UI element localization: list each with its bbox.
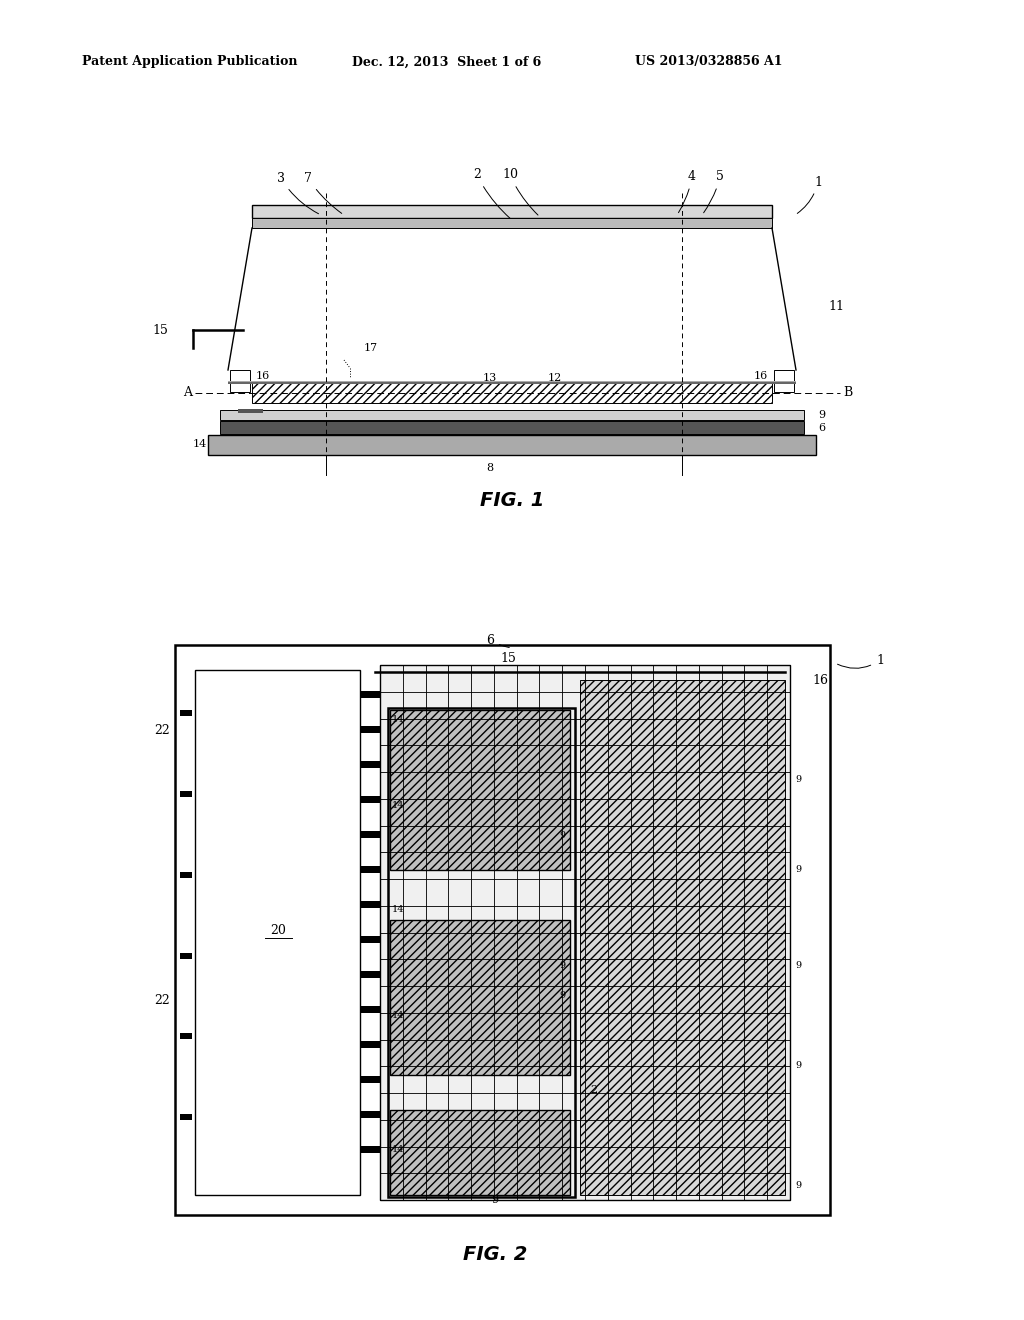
Bar (360, 1146, 790, 1152)
Text: 14: 14 (392, 1011, 404, 1019)
Text: B: B (843, 387, 852, 400)
Text: 17: 17 (364, 343, 378, 352)
Text: 14: 14 (392, 906, 404, 915)
Text: 14: 14 (193, 440, 207, 449)
Text: 22: 22 (155, 994, 170, 1006)
Text: 15: 15 (153, 323, 168, 337)
Bar (175, 645, 830, 1214)
Text: 22: 22 (155, 723, 170, 737)
Bar (180, 1034, 193, 1039)
Bar (360, 1111, 790, 1118)
Text: 9: 9 (795, 866, 801, 874)
Bar (390, 710, 570, 870)
Text: 8: 8 (486, 463, 494, 473)
Bar (195, 671, 360, 1195)
Text: 2: 2 (590, 1085, 597, 1096)
Bar (208, 436, 816, 455)
Text: 4: 4 (679, 170, 696, 213)
Text: 6: 6 (486, 634, 509, 648)
Bar (180, 791, 193, 797)
Bar (390, 920, 570, 1074)
Text: 9: 9 (559, 830, 565, 840)
Bar (360, 902, 790, 908)
Text: 9: 9 (559, 961, 565, 969)
Text: 12: 12 (548, 374, 562, 383)
Text: 5: 5 (703, 170, 724, 213)
Bar (220, 421, 804, 434)
Text: 10: 10 (502, 169, 538, 215)
Bar (180, 1114, 193, 1121)
Text: FIG. 2: FIG. 2 (463, 1246, 527, 1265)
Text: 16: 16 (812, 673, 828, 686)
Text: 2: 2 (473, 169, 510, 218)
Text: US 2013/0328856 A1: US 2013/0328856 A1 (635, 55, 782, 69)
Text: 11: 11 (828, 301, 844, 314)
Bar (180, 873, 193, 878)
Text: FIG. 1: FIG. 1 (480, 491, 544, 510)
Text: 14: 14 (392, 1146, 404, 1155)
Text: 9: 9 (795, 961, 801, 969)
Bar (774, 370, 794, 392)
Text: 1: 1 (798, 176, 822, 214)
Bar (220, 411, 804, 420)
Bar (230, 370, 250, 392)
Bar (360, 832, 790, 838)
Bar (180, 953, 193, 958)
Bar (360, 1041, 790, 1048)
Text: 9: 9 (795, 1060, 801, 1069)
Text: A: A (183, 387, 193, 400)
Text: 9: 9 (795, 776, 801, 784)
Bar (360, 972, 790, 978)
Bar (390, 1110, 570, 1195)
Text: 1: 1 (838, 653, 884, 668)
Bar (252, 218, 772, 228)
Bar (360, 726, 790, 733)
Bar (360, 796, 790, 803)
Text: Dec. 12, 2013  Sheet 1 of 6: Dec. 12, 2013 Sheet 1 of 6 (352, 55, 542, 69)
Bar (580, 680, 785, 1195)
Text: 14: 14 (392, 800, 404, 809)
Bar (228, 381, 796, 384)
Bar (360, 1006, 790, 1012)
Bar (180, 710, 193, 717)
Text: 16: 16 (256, 371, 270, 381)
Bar (380, 665, 790, 1200)
Bar (360, 1076, 790, 1082)
Text: 20: 20 (270, 924, 286, 936)
Bar (238, 409, 263, 413)
Bar (252, 223, 772, 226)
Text: 9: 9 (818, 411, 825, 420)
Bar (252, 205, 772, 218)
Text: Patent Application Publication: Patent Application Publication (82, 55, 298, 69)
Bar (252, 383, 772, 403)
Text: 9: 9 (795, 1180, 801, 1189)
Bar (360, 762, 790, 768)
Text: 13: 13 (483, 374, 497, 383)
Bar (252, 205, 772, 215)
Text: 9: 9 (559, 990, 565, 999)
Text: 3: 3 (278, 172, 318, 214)
Text: 9: 9 (492, 1195, 499, 1205)
Text: 15: 15 (500, 652, 516, 664)
Text: 7: 7 (304, 172, 342, 214)
Text: 6: 6 (818, 422, 825, 433)
Bar (360, 690, 790, 698)
Bar (360, 936, 790, 942)
Bar (388, 708, 575, 1197)
Text: 14: 14 (392, 715, 404, 725)
Text: 16: 16 (754, 371, 768, 381)
Bar (360, 866, 790, 873)
